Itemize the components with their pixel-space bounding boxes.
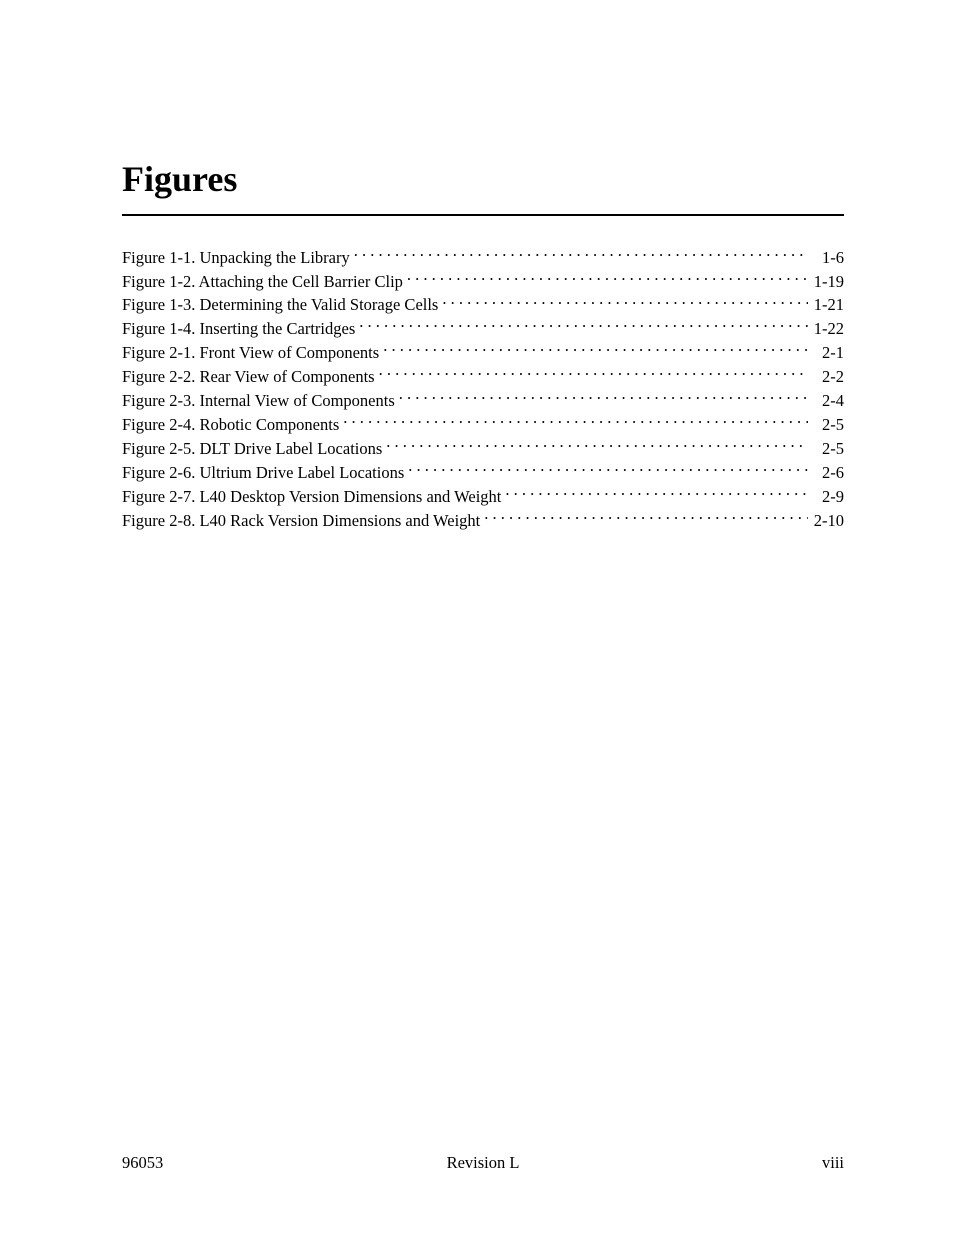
toc-entry: Figure 1-4. Inserting the Cartridges 1-22: [122, 317, 844, 341]
toc-entry-label: Figure 2-3. Internal View of Components: [122, 389, 399, 413]
toc-leader-dots: [359, 318, 808, 335]
section-title: Figures: [122, 160, 844, 200]
toc-leader-dots: [407, 270, 808, 287]
toc-entry: Figure 2-7. L40 Desktop Version Dimensio…: [122, 485, 844, 509]
toc-leader-dots: [386, 437, 808, 454]
toc-leader-dots: [343, 414, 808, 431]
toc-leader-dots: [379, 366, 808, 383]
toc-entry-page: 2-4: [808, 389, 844, 413]
toc-entry-page: 1-22: [808, 317, 844, 341]
toc-leader-dots: [505, 485, 808, 502]
toc-entry: Figure 1-2. Attaching the Cell Barrier C…: [122, 270, 844, 294]
toc-entry-label: Figure 1-1. Unpacking the Library: [122, 246, 354, 270]
toc-entry-label: Figure 2-4. Robotic Components: [122, 413, 343, 437]
toc-entry-label: Figure 2-8. L40 Rack Version Dimensions …: [122, 509, 484, 533]
toc-leader-dots: [383, 342, 808, 359]
toc-leader-dots: [399, 390, 808, 407]
toc-entry-page: 2-5: [808, 413, 844, 437]
toc-entry-page: 2-2: [808, 365, 844, 389]
toc-entry: Figure 2-3. Internal View of Components 2…: [122, 389, 844, 413]
toc-entry-page: 2-5: [808, 437, 844, 461]
toc-entry-label: Figure 2-5. DLT Drive Label Locations: [122, 437, 386, 461]
toc-leader-dots: [408, 461, 808, 478]
toc-entry-label: Figure 1-3. Determining the Valid Storag…: [122, 293, 442, 317]
toc-entry: Figure 1-3. Determining the Valid Storag…: [122, 293, 844, 317]
page-footer: 96053 Revision L viii: [122, 1153, 844, 1173]
toc-entry-page: 2-1: [808, 341, 844, 365]
footer-page-number: viii: [822, 1153, 844, 1173]
toc-entry-label: Figure 1-2. Attaching the Cell Barrier C…: [122, 270, 407, 294]
toc-entry: Figure 1-1. Unpacking the Library 1-6: [122, 246, 844, 270]
toc-entry-page: 2-9: [808, 485, 844, 509]
toc-entry-label: Figure 2-2. Rear View of Components: [122, 365, 379, 389]
toc-entry-label: Figure 2-1. Front View of Components: [122, 341, 383, 365]
page-content: Figures Figure 1-1. Unpacking the Librar…: [122, 160, 844, 1155]
toc-leader-dots: [484, 509, 807, 526]
toc-entry: Figure 2-6. Ultrium Drive Label Location…: [122, 461, 844, 485]
figures-toc: Figure 1-1. Unpacking the Library1-6Figu…: [122, 246, 844, 533]
footer-doc-number: 96053: [122, 1153, 163, 1173]
toc-entry-label: Figure 2-7. L40 Desktop Version Dimensio…: [122, 485, 505, 509]
toc-entry-page: 2-6: [808, 461, 844, 485]
toc-entry: Figure 2-8. L40 Rack Version Dimensions …: [122, 509, 844, 533]
toc-entry-page: 1-19: [808, 270, 844, 294]
toc-leader-dots: [442, 294, 807, 311]
toc-entry: Figure 2-1. Front View of Components 2-1: [122, 341, 844, 365]
toc-entry-page: 1-21: [808, 293, 844, 317]
toc-entry-page: 2-10: [808, 509, 844, 533]
toc-leader-dots: [354, 246, 808, 263]
toc-entry-label: Figure 1-4. Inserting the Cartridges: [122, 317, 359, 341]
toc-entry-label: Figure 2-6. Ultrium Drive Label Location…: [122, 461, 408, 485]
footer-revision: Revision L: [122, 1153, 844, 1173]
toc-entry-page: 1-6: [808, 246, 844, 270]
title-rule: [122, 214, 844, 216]
toc-entry: Figure 2-4. Robotic Components 2-5: [122, 413, 844, 437]
toc-entry: Figure 2-5. DLT Drive Label Locations 2-5: [122, 437, 844, 461]
toc-entry: Figure 2-2. Rear View of Components 2-2: [122, 365, 844, 389]
